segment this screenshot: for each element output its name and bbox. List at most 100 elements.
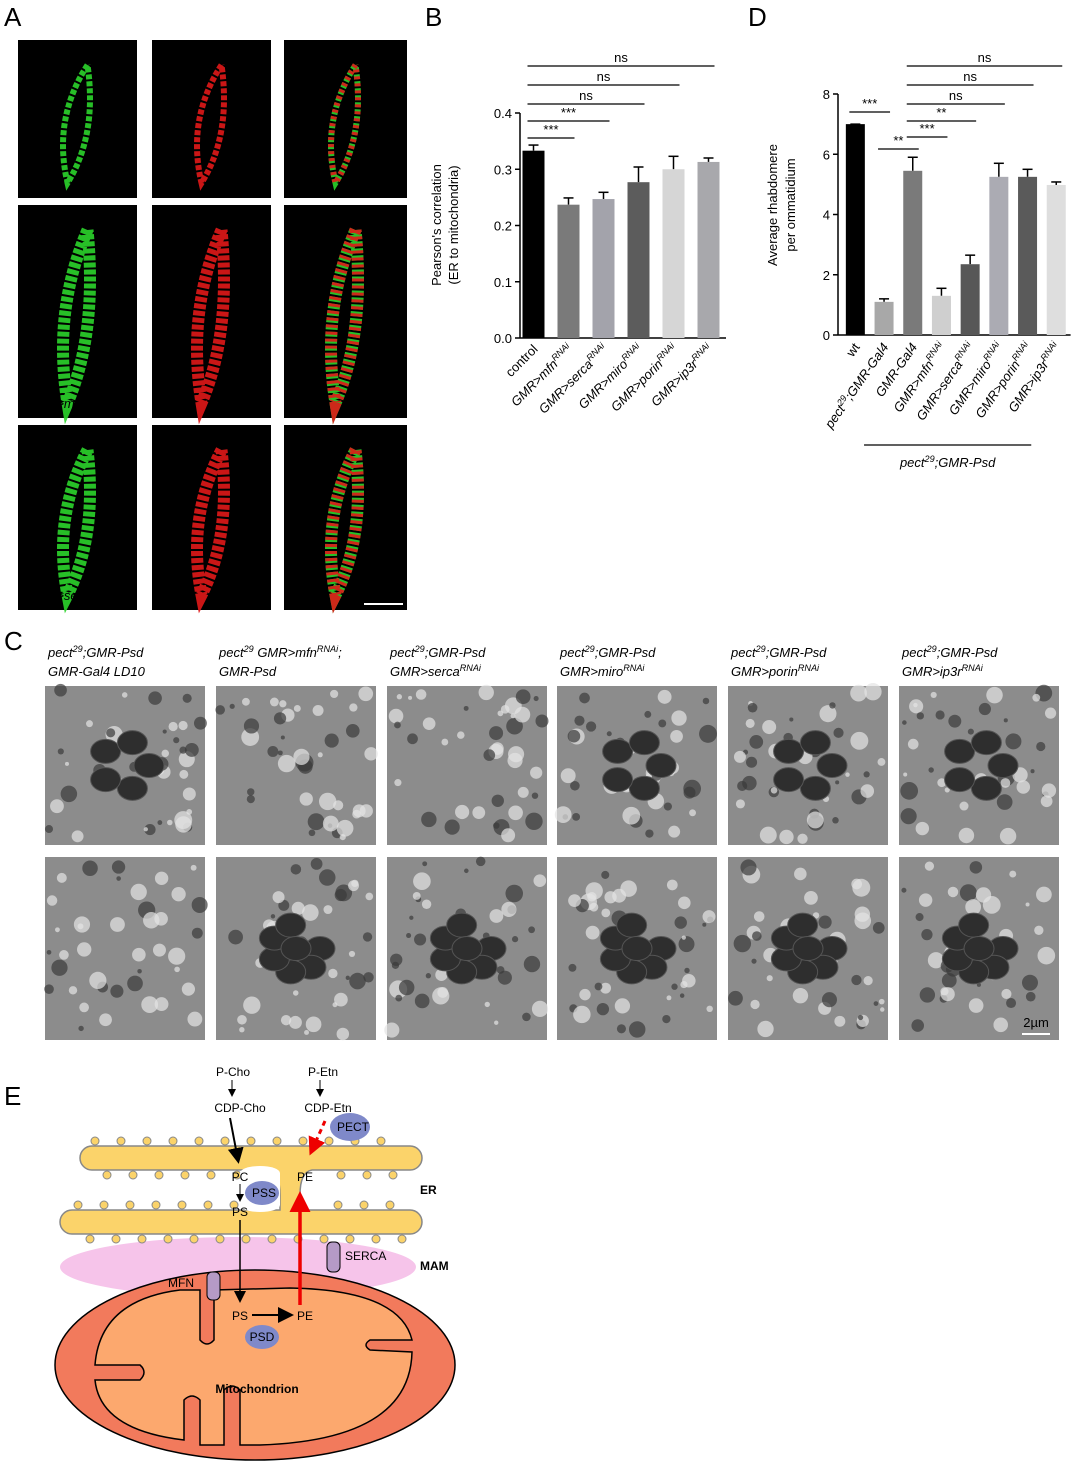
em-texture — [554, 806, 572, 823]
em-texture — [999, 827, 1017, 845]
em-texture — [348, 880, 360, 892]
em-texture — [1036, 886, 1052, 903]
y-axis-label: Average rhabdomere — [765, 144, 780, 266]
em-texture — [616, 1024, 626, 1034]
em-texture — [475, 856, 486, 867]
em-texture — [900, 782, 919, 800]
em-texture — [141, 996, 159, 1014]
em-texture — [907, 738, 919, 750]
em-texture — [237, 1014, 247, 1025]
em-texture — [517, 786, 529, 798]
em-texture — [82, 860, 98, 877]
em-texture — [941, 973, 957, 988]
em-texture — [900, 808, 917, 825]
em-texture — [959, 884, 977, 902]
em-texture — [239, 1026, 245, 1033]
em-texture — [191, 896, 208, 913]
rhabdomere — [944, 767, 976, 793]
em-texture — [751, 958, 757, 964]
em-texture — [614, 998, 631, 1014]
em-texture — [510, 713, 516, 719]
em-texture — [902, 720, 907, 725]
em-texture — [821, 992, 837, 1008]
enzyme-label: PECT — [337, 1120, 370, 1134]
em-texture — [246, 795, 255, 804]
micrograph — [284, 425, 407, 610]
em-texture — [560, 768, 576, 784]
em-texture — [79, 1002, 89, 1013]
em-texture — [678, 896, 691, 910]
em-texture — [435, 968, 448, 981]
caption: pect29 GMR>mfnRNAi; — [218, 644, 342, 660]
em-texture — [749, 735, 764, 749]
significance-label: ns — [579, 88, 593, 103]
em-texture — [497, 970, 512, 985]
em-texture — [873, 1001, 879, 1006]
em-texture — [193, 716, 207, 730]
caption-part: GMR>serca — [390, 664, 460, 679]
em-texture — [913, 702, 918, 708]
caption: pect29;GMR-Psd — [47, 644, 144, 660]
em-texture — [76, 942, 92, 957]
em-texture — [408, 695, 413, 700]
em-texture — [728, 990, 743, 1006]
bar — [697, 161, 720, 338]
caption: pect29;GMR-Psd — [730, 644, 827, 660]
em-texture — [173, 737, 180, 744]
em-texture — [272, 891, 285, 904]
em-texture — [293, 704, 301, 712]
panel-label: A — [4, 2, 22, 32]
em-texture — [668, 825, 681, 838]
em-texture — [845, 772, 850, 777]
em-texture — [501, 901, 517, 918]
em-texture — [291, 901, 305, 915]
em-texture — [572, 812, 581, 821]
em-texture — [921, 929, 933, 941]
mfn-channel — [206, 1271, 221, 1301]
y-axis-label: (ER to mitochondria) — [446, 165, 461, 284]
pss-enzyme — [245, 1181, 279, 1205]
em-texture — [111, 860, 126, 874]
em-texture — [229, 703, 235, 709]
metabolite: PC — [232, 1170, 249, 1184]
knob — [142, 1136, 152, 1146]
em-texture — [51, 959, 68, 976]
em-texture — [421, 811, 437, 828]
panel-a: ER-GFPTOM70-RFPMergecontrolGMR>mfnRNAiGM… — [18, 40, 407, 614]
em-texture — [579, 692, 590, 704]
em-texture — [472, 806, 486, 819]
caption-part: pect — [559, 645, 586, 660]
group-label-part: 29 — [924, 454, 935, 464]
em-texture — [745, 718, 755, 728]
fluorescence — [328, 63, 361, 191]
em-texture — [388, 708, 404, 724]
em-texture — [702, 697, 710, 705]
em-texture — [190, 864, 197, 871]
em-image — [216, 686, 376, 845]
rhabdomere — [133, 753, 165, 778]
em-texture — [927, 952, 945, 969]
fluorescence — [325, 227, 364, 425]
em-texture — [425, 973, 432, 979]
em-texture — [706, 1005, 713, 1013]
em-texture — [733, 934, 752, 953]
caption: pect29;GMR-Psd — [559, 644, 656, 660]
em-texture — [877, 758, 886, 766]
em-texture — [958, 827, 975, 844]
row-label-part: GMR>mfn — [26, 396, 86, 411]
row-label-part: RNAi — [96, 587, 118, 597]
er-knobs — [73, 1136, 407, 1244]
caption-part: pect — [218, 645, 245, 660]
rhabdomere — [799, 730, 831, 756]
knob — [111, 1234, 121, 1244]
metabolite: P-Cho — [216, 1065, 250, 1079]
caption-part: pect — [47, 645, 74, 660]
em-texture — [674, 916, 687, 929]
caption-part: pect — [901, 645, 928, 660]
x-tick-label-part: RNAi — [952, 339, 973, 363]
significance-label: ns — [978, 50, 992, 65]
knob — [194, 1136, 204, 1146]
group-label: pect29;GMR-Psd — [899, 454, 996, 470]
em-texture — [46, 895, 58, 906]
fluorescence — [191, 227, 230, 425]
